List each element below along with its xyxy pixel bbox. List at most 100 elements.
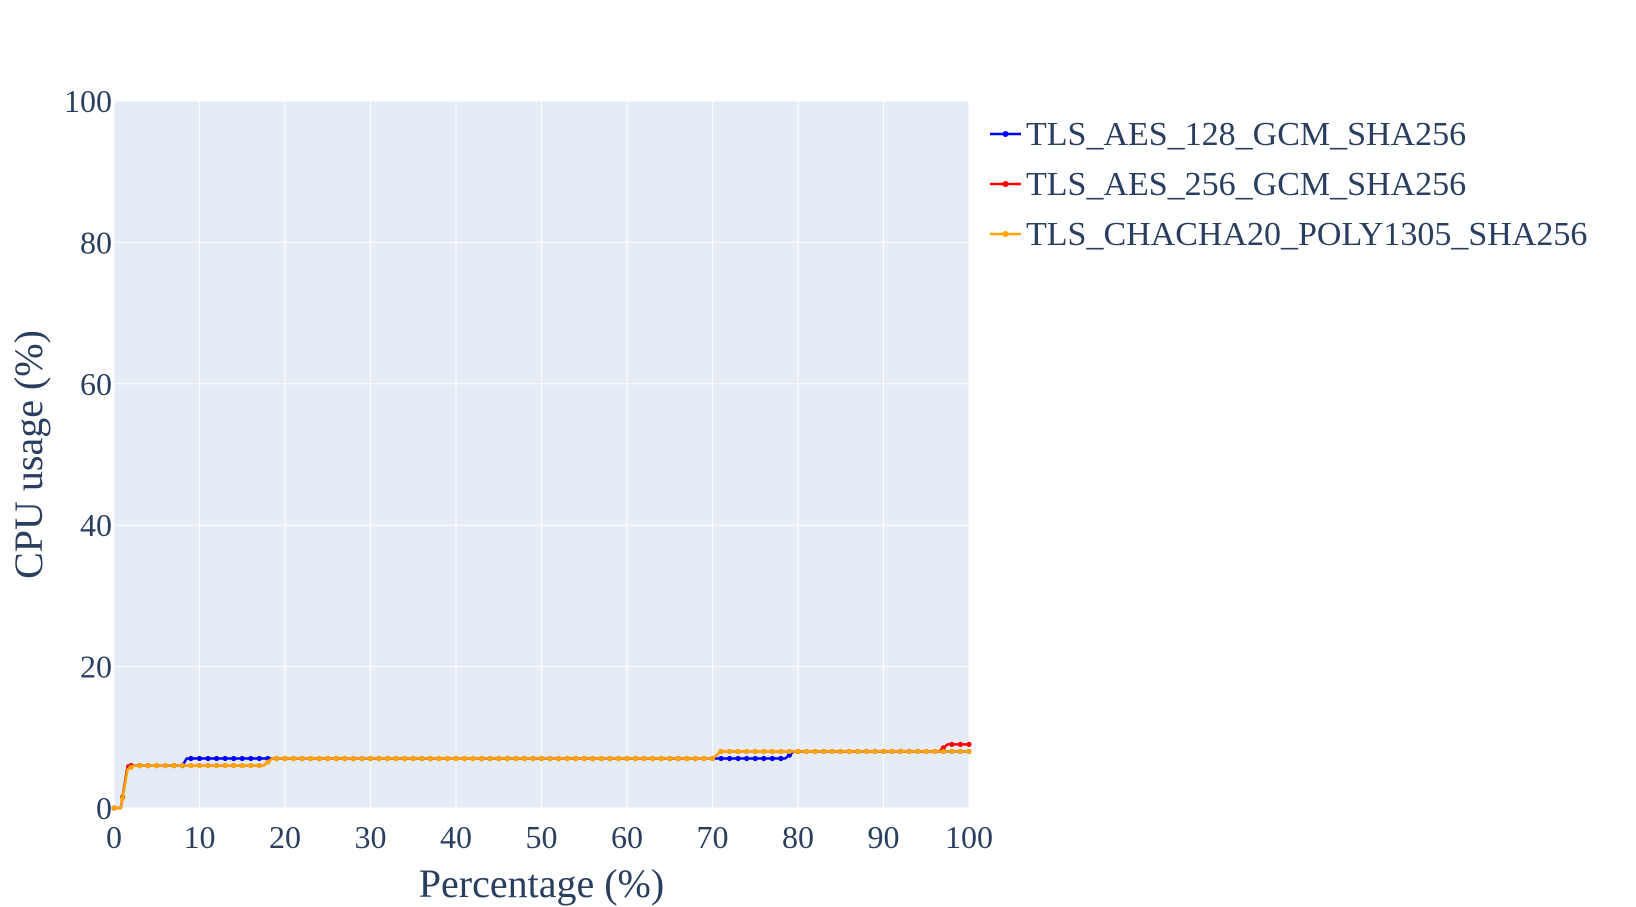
series-layer bbox=[111, 741, 972, 811]
data-point bbox=[248, 762, 254, 769]
data-point bbox=[427, 755, 433, 762]
legend-item[interactable]: TLS_AES_256_GCM_SHA256 bbox=[990, 166, 1466, 203]
data-point bbox=[419, 755, 425, 762]
data-point bbox=[692, 755, 699, 762]
data-point bbox=[966, 748, 972, 755]
data-point bbox=[299, 755, 305, 762]
data-point bbox=[196, 762, 203, 769]
data-point bbox=[709, 755, 716, 762]
data-point bbox=[214, 755, 220, 762]
data-point bbox=[898, 748, 904, 755]
data-point bbox=[119, 795, 126, 801]
data-point bbox=[128, 764, 134, 770]
data-point bbox=[727, 748, 733, 755]
legend-marker bbox=[1002, 231, 1009, 237]
data-point bbox=[752, 748, 758, 755]
data-point bbox=[453, 755, 459, 762]
data-point bbox=[769, 748, 775, 755]
y-tick-label: 20 bbox=[80, 649, 112, 685]
data-point bbox=[325, 755, 331, 762]
data-point bbox=[444, 755, 451, 762]
data-point bbox=[581, 755, 587, 762]
x-tick-label: 20 bbox=[269, 819, 301, 855]
data-point bbox=[239, 755, 245, 762]
x-tick-label: 10 bbox=[184, 819, 216, 855]
data-point bbox=[222, 755, 228, 762]
series-line bbox=[114, 750, 969, 810]
data-point bbox=[744, 748, 750, 755]
data-point bbox=[889, 748, 895, 755]
legend-item[interactable]: TLS_CHACHA20_POLY1305_SHA256 bbox=[990, 216, 1587, 253]
data-point bbox=[479, 755, 485, 762]
series-3 bbox=[111, 748, 972, 811]
data-point bbox=[590, 755, 596, 762]
data-point bbox=[949, 741, 955, 747]
data-point bbox=[949, 748, 955, 755]
data-point bbox=[675, 755, 681, 762]
data-point bbox=[556, 755, 562, 762]
data-point bbox=[829, 748, 835, 755]
legend[interactable]: TLS_AES_128_GCM_SHA256 TLS_AES_256_GCM_SH… bbox=[990, 116, 1587, 253]
data-point bbox=[436, 755, 442, 762]
data-point bbox=[248, 755, 254, 762]
data-point bbox=[367, 755, 374, 762]
x-tick-label: 50 bbox=[526, 819, 558, 855]
data-point bbox=[530, 755, 536, 762]
data-point bbox=[316, 755, 322, 762]
data-point bbox=[359, 755, 365, 762]
data-point bbox=[761, 755, 767, 762]
data-point bbox=[915, 748, 921, 755]
data-point bbox=[521, 755, 528, 762]
data-point bbox=[761, 748, 767, 755]
legend-item[interactable]: TLS_AES_128_GCM_SHA256 bbox=[990, 116, 1466, 153]
data-point bbox=[906, 748, 912, 755]
data-point bbox=[333, 755, 339, 762]
data-point bbox=[402, 755, 408, 762]
data-point bbox=[137, 762, 143, 769]
data-point bbox=[513, 755, 519, 762]
x-axis-title: Percentage (%) bbox=[419, 861, 664, 906]
data-point bbox=[188, 762, 194, 769]
y-tick-label: 100 bbox=[64, 83, 112, 119]
data-point bbox=[812, 748, 818, 755]
x-tick-label: 60 bbox=[611, 819, 643, 855]
data-point bbox=[256, 762, 262, 769]
data-point bbox=[196, 755, 203, 762]
data-point bbox=[821, 748, 827, 755]
data-point bbox=[154, 762, 160, 769]
data-point bbox=[273, 755, 280, 762]
data-point bbox=[786, 748, 793, 755]
data-point bbox=[735, 755, 741, 762]
x-tick-label: 30 bbox=[355, 819, 387, 855]
data-point bbox=[957, 741, 964, 747]
data-point bbox=[487, 755, 493, 762]
data-point bbox=[701, 755, 707, 762]
y-axis-ticks: 0 20 40 60 80 100 bbox=[64, 83, 112, 826]
legend-marker bbox=[1002, 131, 1009, 137]
data-point bbox=[410, 755, 416, 762]
data-point bbox=[880, 748, 887, 755]
data-point bbox=[111, 805, 117, 811]
data-point bbox=[256, 755, 262, 762]
data-point bbox=[632, 755, 639, 762]
data-point bbox=[214, 762, 220, 769]
y-tick-label: 80 bbox=[80, 224, 112, 260]
data-point bbox=[504, 755, 510, 762]
data-point bbox=[222, 762, 228, 769]
data-point bbox=[231, 755, 237, 762]
data-point bbox=[350, 755, 356, 762]
x-tick-label: 40 bbox=[440, 819, 472, 855]
data-point bbox=[171, 762, 177, 769]
data-point bbox=[538, 755, 545, 762]
data-point bbox=[547, 755, 553, 762]
x-tick-label: 80 bbox=[782, 819, 814, 855]
y-axis-title: CPU usage (%) bbox=[6, 330, 51, 579]
data-point bbox=[769, 755, 775, 762]
data-point bbox=[667, 755, 673, 762]
legend-marker bbox=[1002, 181, 1009, 187]
data-point bbox=[778, 748, 784, 755]
data-point bbox=[205, 755, 211, 762]
data-point bbox=[641, 755, 647, 762]
data-point bbox=[966, 741, 972, 747]
data-point bbox=[573, 755, 579, 762]
